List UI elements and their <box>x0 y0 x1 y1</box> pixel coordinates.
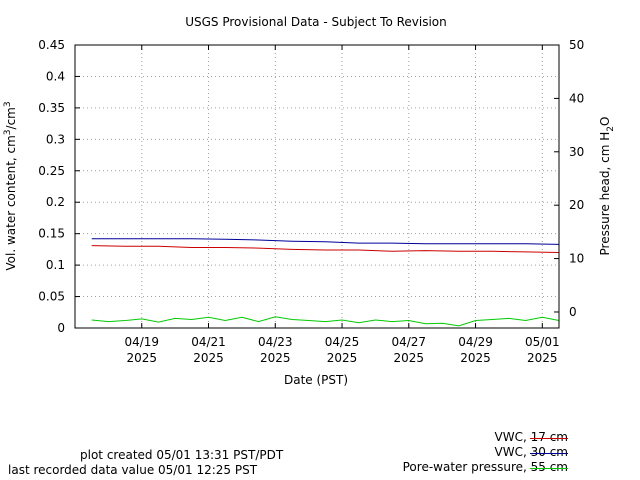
y-label-left-mid: /cm <box>4 107 18 129</box>
grid <box>75 45 559 328</box>
legend-swatch-pore-pressure <box>530 468 568 469</box>
y-tick-label-left: 0.3 <box>46 132 65 146</box>
y-tick-label-left: 0.45 <box>38 38 65 52</box>
x-tick-label-date: 04/19 <box>124 335 159 349</box>
legend-swatch-vwc-17 <box>530 438 568 439</box>
legend-label: VWC, 17 cm <box>494 430 568 444</box>
y-tick-label-right: 20 <box>569 198 584 212</box>
legend-entry-pore-pressure: Pore-water pressure, 55 cm <box>403 460 568 474</box>
y-tick-label-left: 0.05 <box>38 290 65 304</box>
x-tick-label-year: 2025 <box>327 351 358 365</box>
y-label-left-main: Vol. water content, cm <box>4 135 18 270</box>
y-tick-label-left: 0.2 <box>46 195 65 209</box>
x-tick-label-date: 04/25 <box>325 335 360 349</box>
x-tick-label-date: 05/01 <box>525 335 560 349</box>
plot-border <box>74 44 560 329</box>
x-tick-label-year: 2025 <box>527 351 558 365</box>
y-label-right-main: Pressure head, cm H <box>598 132 612 256</box>
series-line-1 <box>91 238 560 245</box>
series-line-2 <box>91 316 560 327</box>
y-tick-label-left: 0.25 <box>38 164 65 178</box>
x-tick-label-year: 2025 <box>394 351 425 365</box>
plot-created-note: plot created 05/01 13:31 PST/PDT <box>80 448 284 462</box>
legend-label: VWC, 30 cm <box>494 445 568 459</box>
y-label-left-sup1: 3 <box>3 129 13 135</box>
x-tick-label-date: 04/21 <box>191 335 226 349</box>
y-tick-label-right: 40 <box>569 91 584 105</box>
x-tick-label-date: 04/29 <box>458 335 493 349</box>
y-label-left-sup2: 3 <box>3 101 13 107</box>
last-recorded-note: last recorded data value 05/01 12:25 PST <box>8 463 258 477</box>
y-tick-label-right: 10 <box>569 252 584 266</box>
x-axis-label: Date (PST) <box>284 373 348 387</box>
y-axis-label-left: Vol. water content, cm3/cm3 <box>3 101 18 270</box>
y-tick-label-left: 0.35 <box>38 101 65 115</box>
y-label-right-tail: O <box>598 117 612 126</box>
legend-label: Pore-water pressure, 55 cm <box>402 460 568 474</box>
y-tick-label-right: 0 <box>569 305 577 319</box>
legend-swatch-vwc-30 <box>530 453 568 454</box>
y-label-right-sub: 2 <box>606 126 616 132</box>
tick-labels: 0 0.05 0.1 0.15 0.2 0.25 0.3 0.35 0.4 0.45 0 10 20 30… <box>38 38 584 365</box>
y-tick-label-left: 0 <box>57 321 65 335</box>
x-tick-label-date: 04/27 <box>391 335 426 349</box>
legend-entry-vwc-17: VWC, 17 cm <box>495 430 568 444</box>
axes <box>74 44 560 329</box>
series-line-0 <box>91 245 560 253</box>
x-tick-label-year: 2025 <box>193 351 224 365</box>
x-tick-label-year: 2025 <box>126 351 157 365</box>
x-tick-label-date: 04/23 <box>258 335 293 349</box>
y-tick-label-right: 50 <box>569 38 584 52</box>
chart-title: USGS Provisional Data - Subject To Revis… <box>185 15 447 29</box>
series-lines <box>91 238 560 327</box>
x-tick-label-year: 2025 <box>260 351 291 365</box>
y-tick-label-left: 0.4 <box>46 69 65 83</box>
y-tick-label-left: 0.15 <box>38 227 65 241</box>
y-tick-label-right: 30 <box>569 145 584 159</box>
y-tick-label-left: 0.1 <box>46 258 65 272</box>
y-axis-label-right: Pressure head, cm H2O <box>598 117 616 256</box>
x-tick-label-year: 2025 <box>460 351 491 365</box>
legend-entry-vwc-30: VWC, 30 cm <box>495 445 568 459</box>
